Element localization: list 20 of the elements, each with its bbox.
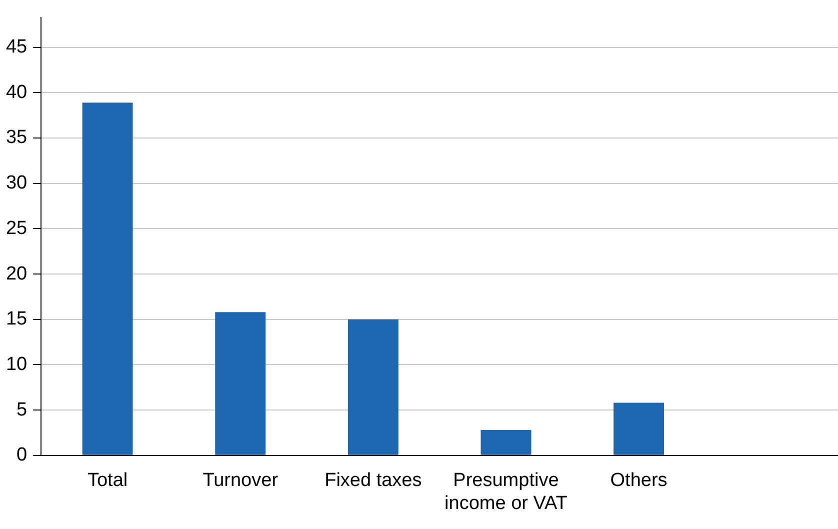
y-tick-label: 35 [6,127,28,148]
y-tick-label: 25 [6,218,28,239]
y-tick-label: 15 [6,308,28,330]
y-tick-label: 20 [6,263,28,284]
bar [480,430,532,455]
y-tick-label: 5 [16,399,28,420]
y-tick-label: 10 [6,354,28,375]
y-tick-label: 0 [16,444,28,466]
bar [614,402,664,455]
x-tick-label: Total [87,470,128,492]
x-tick-label: Presumptive income or VAT [444,470,568,514]
y-tick-label: 45 [6,36,28,58]
y-tick-label: 30 [6,172,28,194]
bar [82,102,133,455]
y-tick-label: 40 [6,82,28,103]
x-tick-label: Others [610,470,668,492]
bar [348,319,398,455]
x-tick-label: Fixed taxes [324,470,422,492]
bar [215,312,266,455]
x-tick-label: Turnover [202,470,279,492]
